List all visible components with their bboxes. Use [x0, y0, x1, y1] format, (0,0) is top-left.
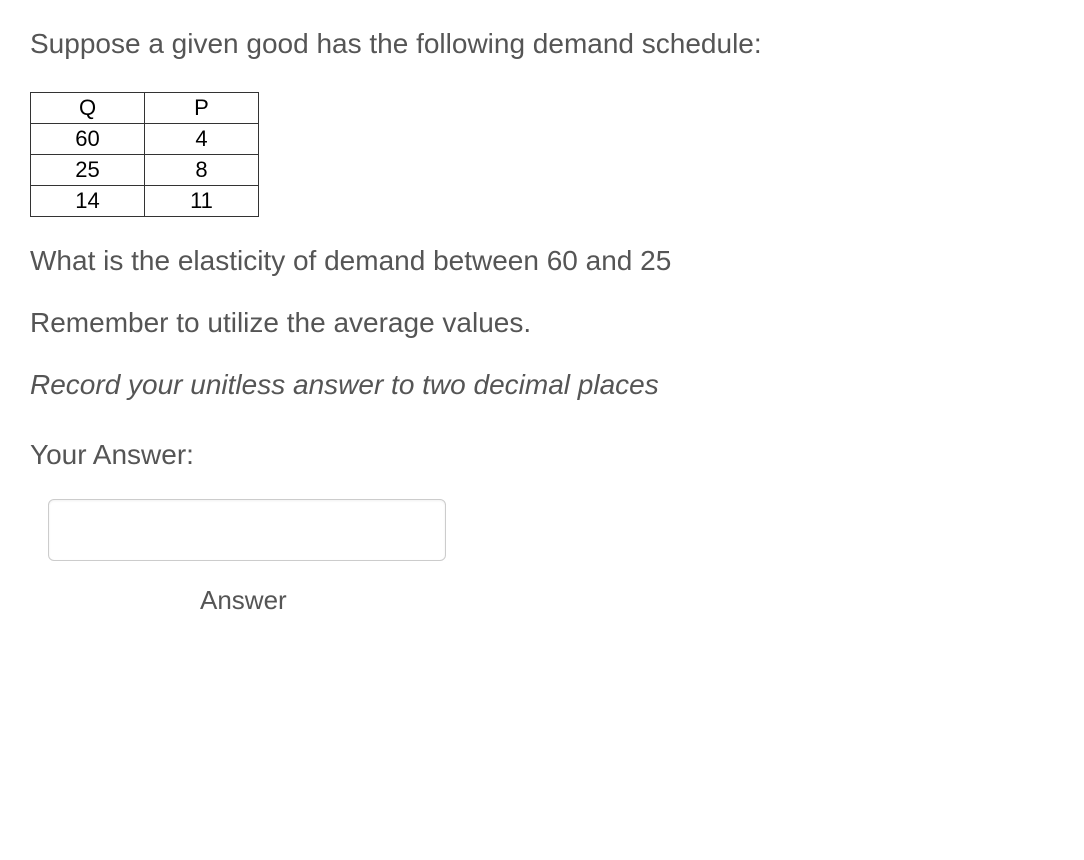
table-row: 25 8 — [31, 155, 259, 186]
main-question-text: What is the elasticity of demand between… — [30, 245, 1054, 277]
table-cell: 25 — [31, 155, 145, 186]
format-instruction-text: Record your unitless answer to two decim… — [30, 369, 1054, 401]
table-cell: 60 — [31, 124, 145, 155]
question-container: Suppose a given good has the following d… — [30, 28, 1054, 616]
table-cell: 4 — [145, 124, 259, 155]
table-header-q: Q — [31, 93, 145, 124]
demand-schedule-table: Q P 60 4 25 8 14 11 — [30, 92, 259, 217]
table-row: 60 4 — [31, 124, 259, 155]
answer-label: Your Answer: — [30, 439, 1054, 471]
table-header-p: P — [145, 93, 259, 124]
table-cell: 14 — [31, 186, 145, 217]
table-cell: 11 — [145, 186, 259, 217]
question-intro-text: Suppose a given good has the following d… — [30, 28, 1054, 60]
table-row: 14 11 — [31, 186, 259, 217]
answer-input[interactable] — [48, 499, 446, 561]
answer-caption: Answer — [200, 585, 1054, 616]
table-cell: 8 — [145, 155, 259, 186]
table-header-row: Q P — [31, 93, 259, 124]
instruction-text: Remember to utilize the average values. — [30, 307, 1054, 339]
